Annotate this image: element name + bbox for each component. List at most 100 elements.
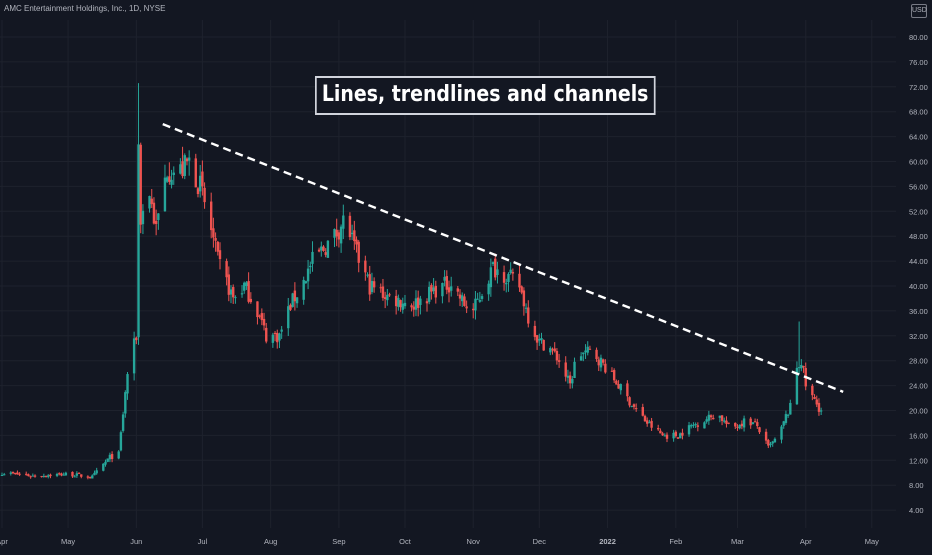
y-tick-label: 68.00 xyxy=(909,108,928,117)
candle-body xyxy=(769,443,772,446)
candle-body xyxy=(216,241,219,252)
candle-body xyxy=(62,474,65,476)
candle-body xyxy=(93,472,96,476)
candle-body xyxy=(322,246,325,251)
candle-body xyxy=(18,473,21,475)
y-tick-label: 80.00 xyxy=(909,33,928,42)
y-tick-label: 24.00 xyxy=(909,382,928,391)
candle-body xyxy=(77,472,81,474)
candle-body xyxy=(214,238,217,241)
candle-body xyxy=(170,179,173,185)
candle-body xyxy=(555,350,559,361)
y-tick-label: 64.00 xyxy=(909,133,928,142)
candle-body xyxy=(306,268,310,282)
candle-body xyxy=(634,408,638,410)
candle-body xyxy=(86,476,90,478)
candle-body xyxy=(630,405,633,407)
candle-body xyxy=(694,423,697,425)
candle-body xyxy=(502,272,506,283)
candle-body xyxy=(538,338,541,341)
candle-body xyxy=(124,392,127,414)
candle-body xyxy=(491,262,495,265)
x-tick-label: Feb xyxy=(669,537,682,546)
candle-body xyxy=(687,425,691,435)
candle-body xyxy=(289,304,292,310)
candle-body xyxy=(489,267,493,288)
candle-body xyxy=(366,274,369,276)
candle-body xyxy=(549,348,552,353)
candle-body xyxy=(102,463,105,471)
y-tick-label: 20.00 xyxy=(909,407,928,416)
candle-body xyxy=(304,281,308,284)
candle-body xyxy=(588,348,592,350)
candle-body xyxy=(64,472,68,476)
candle-body xyxy=(771,441,774,444)
candle-body xyxy=(679,433,682,439)
candle-body xyxy=(3,474,6,476)
x-tick-label: Aug xyxy=(264,537,277,546)
candle-body xyxy=(49,474,52,477)
candle-body xyxy=(520,286,523,293)
candle-body xyxy=(753,421,757,423)
candle-body xyxy=(571,378,574,384)
candle-body xyxy=(718,415,722,418)
candle-body xyxy=(185,158,189,162)
candle-body xyxy=(749,418,752,426)
candle-body xyxy=(73,476,76,478)
candle-body xyxy=(355,239,358,245)
candle-body xyxy=(342,215,345,229)
candle-body xyxy=(320,246,323,251)
candle-body xyxy=(764,431,768,441)
candle-body xyxy=(379,287,382,289)
candle-body xyxy=(696,425,700,427)
candle-body xyxy=(394,295,398,307)
x-tick-label: May xyxy=(61,537,75,546)
candle-body xyxy=(132,338,136,374)
candle-body xyxy=(240,293,244,295)
candle-body xyxy=(324,252,327,255)
candle-body xyxy=(595,349,598,360)
candle-body xyxy=(104,461,107,465)
candle-body xyxy=(427,286,431,302)
candle-body xyxy=(247,281,250,302)
candle-body xyxy=(154,220,158,224)
candle-body xyxy=(126,374,129,394)
candle-body xyxy=(535,335,539,343)
candle-body xyxy=(681,432,684,436)
candle-body xyxy=(742,418,746,428)
candle-body xyxy=(476,298,479,300)
candle-body xyxy=(40,476,43,478)
candle-body xyxy=(707,414,711,421)
candle-body xyxy=(674,431,678,437)
currency-badge[interactable]: USD xyxy=(911,4,927,18)
candle-body xyxy=(465,306,468,309)
candle-body xyxy=(782,421,785,426)
candle-body xyxy=(617,384,620,389)
candle-body xyxy=(229,289,233,295)
candle-body xyxy=(800,364,803,369)
candle-body xyxy=(672,432,675,439)
candle-body xyxy=(725,420,728,424)
candle-body xyxy=(412,306,415,310)
symbol-label[interactable]: AMC Entertainment Holdings, Inc., 1D, NY… xyxy=(4,4,166,13)
y-tick-label: 32.00 xyxy=(909,332,928,341)
candle-body xyxy=(245,282,248,287)
candle-body xyxy=(181,161,184,177)
candle-body xyxy=(553,348,556,352)
candle-body xyxy=(657,428,660,430)
candle-body xyxy=(494,258,497,278)
candle-body xyxy=(557,360,561,362)
y-tick-label: 28.00 xyxy=(909,357,928,366)
candle-body xyxy=(350,232,354,235)
candle-body xyxy=(29,476,32,478)
x-tick-label: May xyxy=(865,537,879,546)
candle-body xyxy=(295,297,299,304)
candle-body xyxy=(815,399,818,405)
candle-body xyxy=(401,303,404,310)
candle-body xyxy=(661,433,664,436)
candle-body xyxy=(108,454,112,460)
candle-body xyxy=(690,425,693,427)
candle-body xyxy=(817,402,821,412)
candle-body xyxy=(117,451,120,459)
